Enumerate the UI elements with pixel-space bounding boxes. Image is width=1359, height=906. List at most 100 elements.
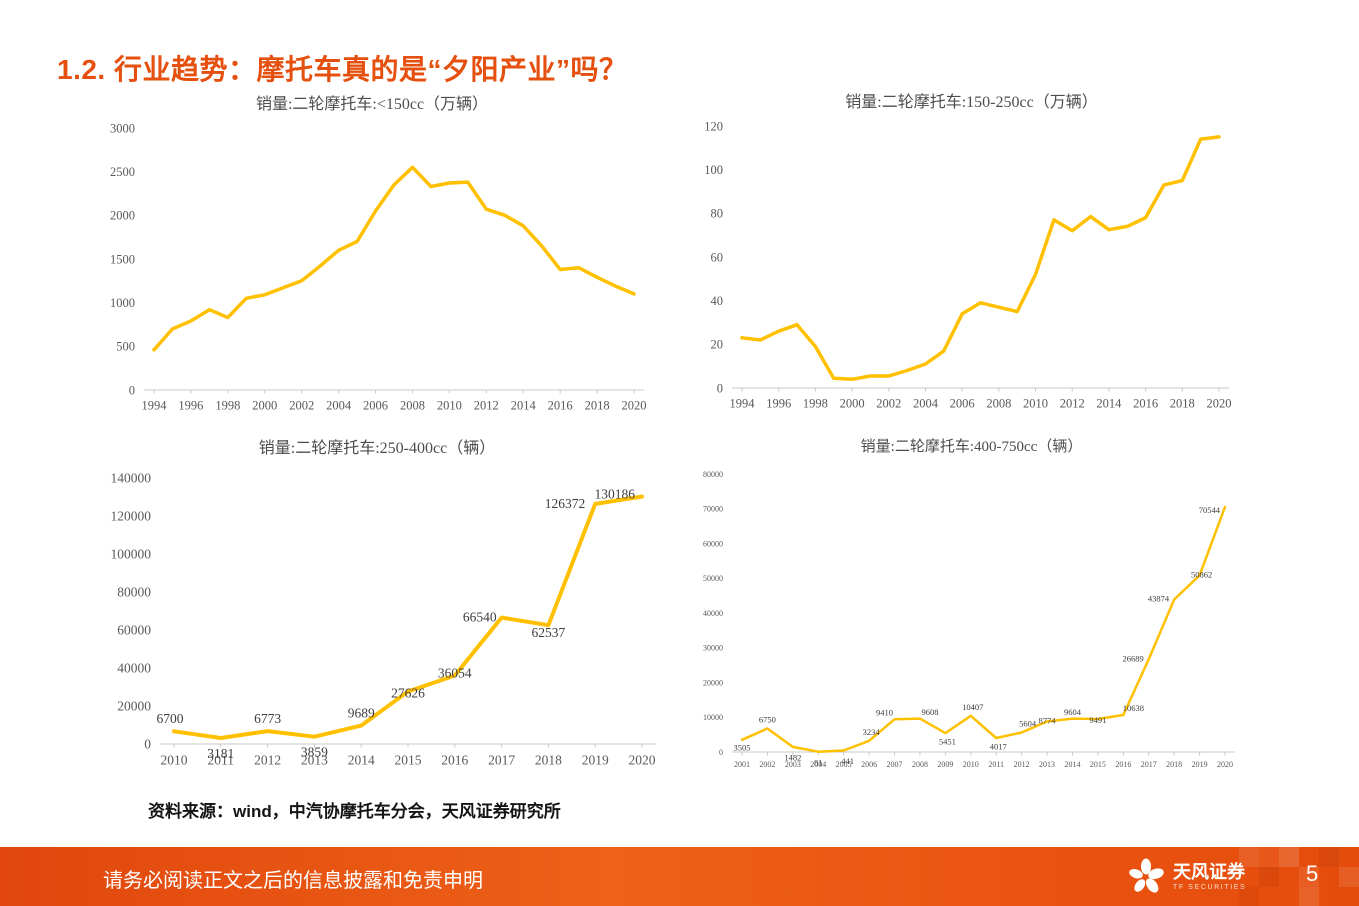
svg-text:2013: 2013 — [301, 753, 328, 768]
svg-text:50862: 50862 — [1191, 569, 1212, 579]
svg-text:60: 60 — [711, 250, 724, 264]
svg-text:4017: 4017 — [990, 742, 1007, 752]
svg-text:2016: 2016 — [548, 399, 573, 413]
svg-text:70000: 70000 — [703, 505, 723, 514]
svg-text:2017: 2017 — [1141, 760, 1157, 769]
svg-text:6700: 6700 — [157, 711, 184, 726]
svg-text:1000: 1000 — [110, 296, 135, 310]
svg-text:30000: 30000 — [703, 644, 723, 653]
svg-text:2012: 2012 — [254, 753, 281, 768]
svg-text:2012: 2012 — [1014, 760, 1030, 769]
svg-text:441: 441 — [841, 756, 854, 766]
line-chart-150-250cc: 0 20 40 60 80 100 120 1994 1996 1998 2000 2002 2004 2… — [704, 119, 1231, 411]
svg-text:2000: 2000 — [110, 209, 135, 223]
svg-text:2011: 2011 — [988, 760, 1004, 769]
svg-text:2019: 2019 — [582, 753, 609, 768]
svg-text:1482: 1482 — [784, 752, 801, 762]
svg-text:2014: 2014 — [348, 753, 375, 768]
svg-text:0: 0 — [717, 381, 723, 395]
flower-logo-icon — [1129, 858, 1164, 893]
svg-text:2004: 2004 — [326, 399, 352, 413]
svg-text:2018: 2018 — [1166, 760, 1182, 769]
svg-text:1996: 1996 — [178, 399, 203, 413]
source-note: 资料来源：wind，中汽协摩托车分会，天风证券研究所 — [148, 802, 561, 821]
line-chart-250-400cc: 0 20000 40000 60000 80000 100000 120000 140000 2… — [111, 471, 656, 768]
svg-text:3181: 3181 — [207, 746, 234, 761]
svg-text:2016: 2016 — [1133, 397, 1158, 411]
svg-text:10638: 10638 — [1123, 703, 1144, 713]
svg-text:2019: 2019 — [1192, 760, 1208, 769]
svg-text:2010: 2010 — [437, 399, 462, 413]
svg-text:140000: 140000 — [111, 471, 152, 486]
svg-text:27626: 27626 — [391, 686, 425, 701]
svg-text:10000: 10000 — [703, 713, 723, 722]
svg-text:0: 0 — [129, 383, 135, 397]
line-chart-400-750cc: 0 10000 20000 30000 40000 50000 60000 70000 8000… — [703, 470, 1235, 769]
svg-text:1996: 1996 — [766, 397, 791, 411]
svg-text:2004: 2004 — [913, 397, 939, 411]
svg-text:60000: 60000 — [117, 623, 151, 638]
svg-text:3859: 3859 — [301, 745, 328, 760]
svg-text:20000: 20000 — [117, 699, 151, 714]
tf-securities-logo: 天风证券 TF SECURITIES — [1126, 856, 1246, 898]
svg-text:1998: 1998 — [215, 399, 240, 413]
svg-text:10407: 10407 — [962, 702, 983, 712]
svg-text:40000: 40000 — [117, 661, 151, 676]
svg-text:2005: 2005 — [836, 760, 852, 769]
svg-text:1500: 1500 — [110, 252, 135, 266]
chart-250-400cc: 销量:二轮摩托车:250-400cc（辆） 0 20000 40000 60000 80… — [84, 436, 670, 792]
svg-text:2007: 2007 — [887, 760, 903, 769]
svg-text:9491: 9491 — [1089, 715, 1106, 725]
svg-text:2008: 2008 — [400, 399, 425, 413]
chart-title-under-150cc: 销量:二轮摩托车:<150cc（万辆） — [255, 96, 489, 113]
svg-text:2016: 2016 — [441, 753, 468, 768]
svg-text:100: 100 — [704, 163, 723, 177]
line-chart-under-150cc: 0 500 1000 1500 2000 2500 3000 1994 1996 1998 2000… — [110, 121, 647, 413]
svg-text:2012: 2012 — [1060, 397, 1085, 411]
svg-text:2006: 2006 — [861, 760, 877, 769]
svg-text:2015: 2015 — [1090, 760, 1106, 769]
svg-text:60000: 60000 — [703, 539, 723, 548]
svg-text:62537: 62537 — [532, 625, 566, 640]
svg-text:80000: 80000 — [117, 585, 151, 600]
footer-bar: 请务必阅读正文之后的信息披露和免责申明 天风证券 TF SECURITIES 5 — [0, 847, 1359, 906]
svg-text:2006: 2006 — [363, 399, 388, 413]
svg-text:5604: 5604 — [1019, 719, 1037, 729]
svg-text:66540: 66540 — [463, 610, 497, 625]
svg-text:26689: 26689 — [1122, 653, 1143, 663]
svg-text:126372: 126372 — [545, 496, 586, 511]
svg-text:80000: 80000 — [703, 470, 723, 479]
svg-text:2010: 2010 — [1023, 397, 1048, 411]
svg-text:0: 0 — [719, 748, 723, 757]
svg-text:2000: 2000 — [252, 399, 277, 413]
svg-text:2014: 2014 — [1096, 397, 1122, 411]
footer-mosaic — [1239, 847, 1359, 906]
svg-text:2018: 2018 — [585, 399, 610, 413]
svg-text:2000: 2000 — [840, 397, 865, 411]
svg-text:3505: 3505 — [734, 742, 751, 752]
sales-line-series — [740, 505, 1227, 753]
svg-text:20000: 20000 — [703, 678, 723, 687]
svg-text:120: 120 — [704, 119, 723, 133]
svg-text:2008: 2008 — [912, 760, 928, 769]
svg-text:5451: 5451 — [939, 737, 956, 747]
svg-text:2018: 2018 — [1170, 397, 1195, 411]
svg-text:81: 81 — [814, 757, 823, 767]
svg-text:2010: 2010 — [963, 760, 979, 769]
svg-text:36054: 36054 — [438, 665, 472, 680]
chart-title-400-750cc: 销量:二轮摩托车:400-750cc（辆） — [860, 439, 1083, 455]
svg-text:2020: 2020 — [629, 753, 656, 768]
svg-text:2017: 2017 — [488, 753, 515, 768]
svg-text:2020: 2020 — [1217, 760, 1233, 769]
svg-text:6750: 6750 — [759, 715, 776, 725]
chart-title-250-400cc: 销量:二轮摩托车:250-400cc（辆） — [258, 440, 496, 457]
svg-text:2008: 2008 — [986, 397, 1011, 411]
svg-text:40: 40 — [711, 294, 724, 308]
sales-line-series — [152, 165, 636, 352]
svg-text:2020: 2020 — [622, 399, 647, 413]
svg-text:9410: 9410 — [876, 707, 893, 717]
svg-text:8774: 8774 — [1039, 716, 1057, 726]
svg-text:2016: 2016 — [1115, 760, 1131, 769]
svg-text:9689: 9689 — [348, 706, 375, 721]
svg-text:6773: 6773 — [254, 711, 281, 726]
